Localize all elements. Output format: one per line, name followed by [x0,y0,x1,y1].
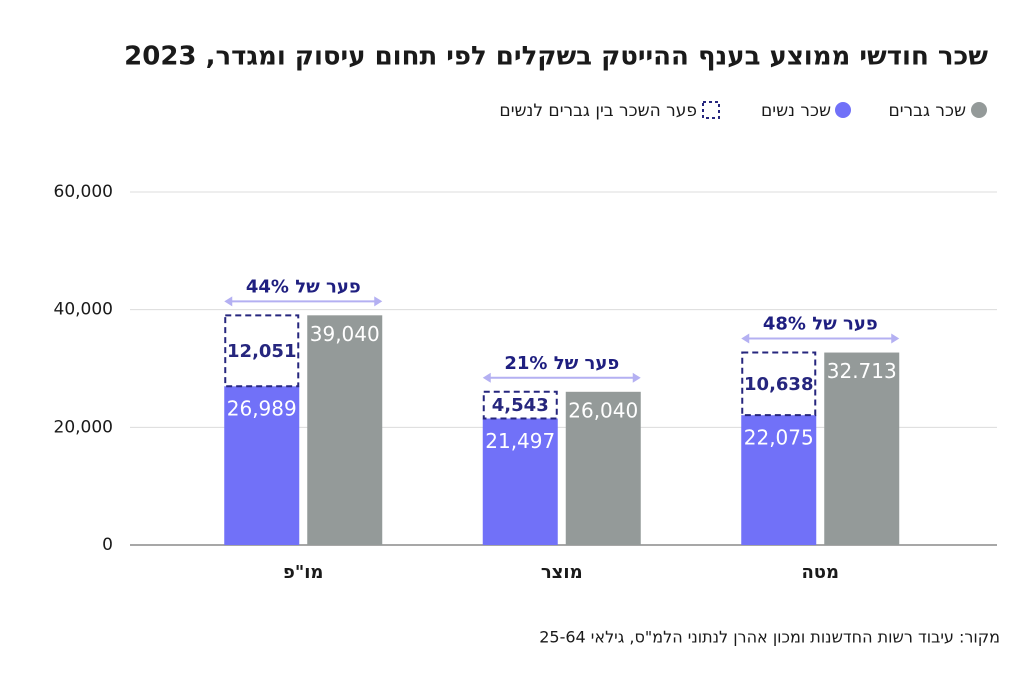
gap-segment [482,390,558,420]
chart-title: שכר חודשי ממוצע בענף ההייטק בשקלים לפי ת… [124,42,988,72]
gap-segment [224,314,300,388]
x-tick-label: מוצר [541,562,583,583]
legend-swatch [835,102,851,118]
bar [824,352,900,545]
value-label: 12,051 [227,341,296,362]
value-label: 22,075 [744,426,814,450]
gap-annotation: פער של 21% [504,353,619,374]
legend-label: שכר גברים [888,101,966,121]
bar [482,418,558,545]
bar [307,315,383,545]
bar [224,386,300,545]
x-tick-label: מו"פ [283,562,323,583]
x-tick-label: מטה [801,562,839,583]
legend-swatch [702,101,720,119]
gap-annotation: פער של 48% [763,314,878,335]
value-label: 4,543 [492,395,549,416]
y-tick-label: 0 [102,535,113,555]
value-label: 26,040 [568,398,638,422]
bar [741,415,817,545]
gap-annotation: פער של 44% [246,276,361,297]
legend-label: פער השכר בין גברים לנשים [499,101,697,121]
bar [565,391,641,545]
value-label: 32.713 [827,359,897,383]
value-label: 10,638 [744,374,813,395]
legend-label: שכר נשים [761,101,831,121]
legend-swatch [971,102,987,118]
value-label: 26,989 [227,397,297,421]
gap-segment [741,351,817,417]
y-tick-label: 20,000 [54,417,113,437]
value-label: 21,497 [485,429,555,453]
y-tick-label: 40,000 [54,300,113,320]
y-tick-label: 60,000 [54,182,113,202]
value-label: 39,040 [310,322,380,346]
source-note: מקור: עיבוד רשות החדשנות ומכון אהרן לנתו… [539,628,1000,647]
